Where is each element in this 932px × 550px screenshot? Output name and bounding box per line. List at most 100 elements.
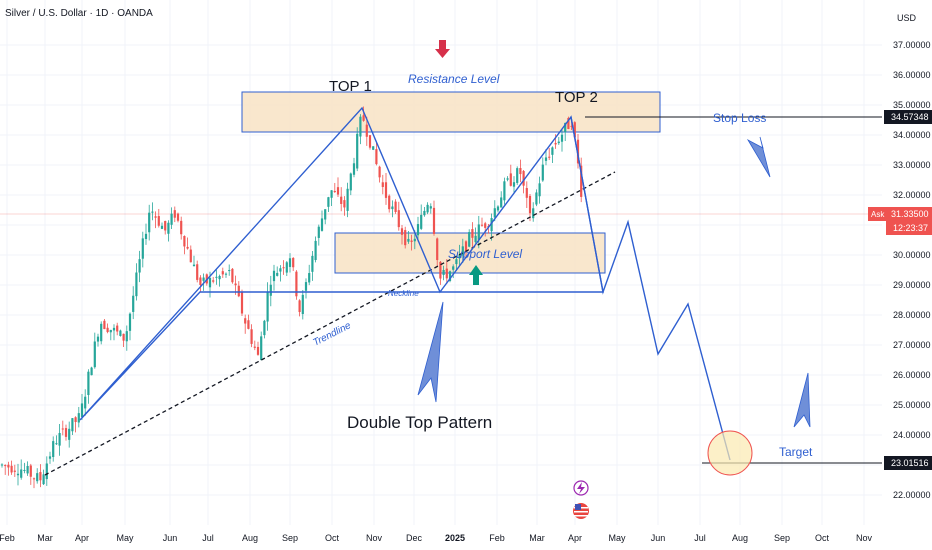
candle-body	[58, 432, 61, 446]
candle-body	[0, 464, 4, 466]
candle-body	[93, 341, 96, 368]
candle-body	[522, 170, 525, 186]
stop-loss-price-text: 34.57348	[891, 112, 929, 122]
candle-body	[196, 264, 199, 280]
candle-body	[359, 116, 362, 137]
candle-body	[368, 135, 372, 148]
candle-body	[557, 141, 560, 144]
x-tick-label: Oct	[325, 533, 340, 543]
candle-body	[61, 428, 64, 430]
candles	[0, 106, 583, 489]
flash-event-icon[interactable]	[573, 480, 589, 496]
x-tick-label: Feb	[489, 533, 505, 543]
candle-body	[151, 211, 154, 213]
target-label: Target	[779, 445, 813, 459]
candle-body	[397, 210, 400, 228]
resistance-label: Resistance Level	[408, 72, 500, 86]
candle-body	[432, 207, 436, 234]
candle-body	[493, 208, 496, 218]
candle-body	[55, 443, 58, 445]
candle-body	[42, 474, 45, 485]
candle-body	[429, 206, 432, 209]
candle-body	[218, 276, 221, 280]
chart-title: Silver / U.S. Dollar · 1D · OANDA	[5, 8, 153, 19]
top1-label: TOP 1	[329, 78, 372, 95]
candle-body	[269, 284, 272, 296]
y-tick-label: 33.00000	[893, 160, 931, 170]
candle-body	[420, 214, 423, 229]
candle-body	[23, 469, 26, 471]
candle-body	[244, 318, 247, 324]
candle-body	[365, 124, 368, 137]
candle-body	[448, 271, 452, 281]
candle-body	[356, 133, 359, 169]
currency-label[interactable]: USD	[897, 13, 917, 23]
x-axis-ticks: Feb Mar Apr May Jun Jul Aug Sep Oct Nov Dec 2025 Feb…	[0, 533, 872, 543]
ask-price-text: 31.33500	[891, 209, 929, 219]
trendline[interactable]	[44, 171, 616, 476]
x-tick-label: Nov	[856, 533, 873, 543]
y-tick-label: 25.00000	[893, 400, 931, 410]
candle-body	[477, 224, 480, 240]
y-tick-label: 34.00000	[893, 130, 931, 140]
candle-body	[410, 240, 413, 242]
candle-body	[84, 396, 87, 409]
candle-body	[234, 283, 237, 286]
candle-body	[330, 190, 333, 198]
candle-body	[276, 272, 279, 276]
down-arrow-icon	[435, 40, 450, 58]
candle-body	[490, 218, 493, 232]
candle-body	[45, 463, 48, 480]
candle-body	[442, 269, 445, 275]
candle-body	[560, 134, 564, 142]
candle-body	[202, 277, 205, 281]
candle-body	[132, 295, 135, 312]
candle-body	[116, 325, 119, 332]
candle-body	[516, 168, 519, 183]
candle-body	[68, 428, 71, 440]
candle-body	[288, 258, 292, 267]
y-tick-label: 32.00000	[893, 190, 931, 200]
candle-body	[157, 216, 160, 226]
candle-body	[141, 238, 144, 259]
candle-body	[10, 465, 13, 473]
y-tick-label: 35.00000	[893, 100, 931, 110]
candle-body	[445, 268, 448, 279]
candle-body	[464, 241, 468, 252]
candle-body	[13, 470, 16, 472]
candle-body	[128, 313, 132, 331]
top2-label: TOP 2	[555, 89, 598, 106]
candle-body	[176, 213, 180, 221]
candle-body	[199, 277, 202, 285]
us-flag-event-icon[interactable]	[573, 503, 589, 519]
x-tick-label: Apr	[75, 533, 89, 543]
projection-path[interactable]	[570, 116, 731, 461]
candle-body	[461, 246, 464, 256]
candle-body	[349, 173, 352, 191]
candle-body	[48, 456, 52, 459]
candle-body	[96, 336, 100, 342]
candle-body	[100, 323, 103, 342]
support-label: Support Level	[448, 247, 522, 261]
x-tick-label: Mar	[37, 533, 53, 543]
candle-body	[237, 285, 240, 297]
candle-body	[189, 249, 192, 263]
target-pointer-icon	[793, 372, 811, 428]
candle-body	[20, 469, 23, 478]
candle-body	[352, 163, 356, 175]
candle-body	[484, 223, 487, 228]
resistance-zone[interactable]	[241, 91, 661, 133]
candle-body	[295, 271, 298, 297]
stop-loss-price-tag: 34.57348	[884, 110, 932, 124]
candle-body	[333, 190, 336, 193]
neckline-label: Neckline	[388, 289, 419, 298]
candle-body	[458, 254, 461, 259]
candle-body	[164, 221, 167, 231]
candle-body	[554, 142, 557, 145]
candle-body	[439, 261, 442, 279]
countdown-text: 12:23:37	[893, 223, 928, 233]
target-circle[interactable]	[707, 430, 753, 476]
candle-body	[250, 329, 253, 344]
